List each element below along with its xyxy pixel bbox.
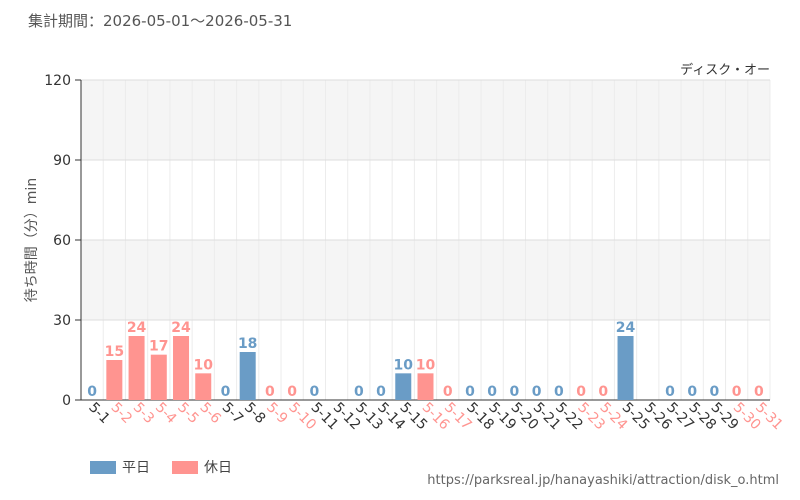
x-tick-label: 5-6 [196,400,224,428]
bar-value-label: 0 [754,384,764,400]
bar-value-label: 10 [416,357,436,373]
period-label: 集計期間：2026-05-01～2026-05-31 [28,12,293,30]
y-tick-label: 60 [53,233,71,249]
x-tick-label: 5-7 [219,400,246,427]
legend-item-weekday[interactable]: 平日 [90,457,150,477]
x-tick-label: 5-8 [241,400,268,427]
y-tick-label: 90 [53,153,71,169]
bar-value-label: 0 [487,384,497,400]
bar-value-label: 0 [265,384,275,400]
y-axis-label: 待ち時間（分）min [24,178,40,302]
bar-value-label: 0 [665,384,675,400]
bar-value-label: 15 [105,344,124,360]
bar-value-label: 0 [576,384,586,400]
bar-value-label: 0 [354,384,364,400]
bar-value-label: 0 [465,384,475,400]
bar-value-label: 24 [127,320,147,336]
bar-value-label: 0 [732,384,742,400]
x-tick-label: 5-9 [263,400,290,427]
bar [150,354,167,400]
bar-value-label: 17 [149,339,168,355]
bar-value-label: 0 [221,384,231,400]
weekday-swatch [90,460,116,474]
bar-value-label: 0 [287,384,297,400]
x-tick-label: 5-5 [174,400,201,427]
bar-value-label: 0 [687,384,697,400]
bar-value-label: 0 [554,384,564,400]
bar [195,373,212,400]
x-tick-label: 5-4 [152,400,180,428]
source-url: https://parksreal.jp/hanayashiki/attract… [427,473,779,488]
bar-value-label: 0 [710,384,720,400]
bar-value-label: 0 [598,384,608,400]
chart-title: ディスク・オー [680,62,770,78]
x-tick-label: 5-3 [130,400,157,427]
bar [239,352,256,400]
bar [173,336,190,400]
holiday-swatch [172,460,198,474]
bar-value-label: 0 [532,384,542,400]
x-tick-label: 5-1 [85,400,112,427]
bar-value-label: 0 [376,384,386,400]
bar-value-label: 10 [394,357,414,373]
bar-value-label: 0 [510,384,520,400]
bar-value-label: 0 [87,384,97,400]
y-tick-label: 120 [44,73,71,89]
bar-value-label: 0 [443,384,453,400]
grid-band [81,80,770,160]
bar-value-label: 18 [238,336,257,352]
bar [617,336,634,400]
bar-value-label: 0 [309,384,319,400]
bar [128,336,145,400]
legend-weekday-label: 平日 [122,460,150,476]
bar [395,373,412,400]
y-tick-label: 0 [62,393,71,409]
bar [106,360,123,400]
bar [417,373,434,400]
legend: 平日 休日 [90,457,254,477]
bar-value-label: 10 [193,357,213,373]
legend-holiday-label: 休日 [204,460,232,476]
y-tick-label: 30 [53,313,71,329]
bar-value-label: 24 [616,320,636,336]
bar-value-label: 24 [171,320,191,336]
grid-band [81,240,770,320]
legend-item-holiday[interactable]: 休日 [172,457,232,477]
x-tick-label: 5-2 [108,400,135,427]
